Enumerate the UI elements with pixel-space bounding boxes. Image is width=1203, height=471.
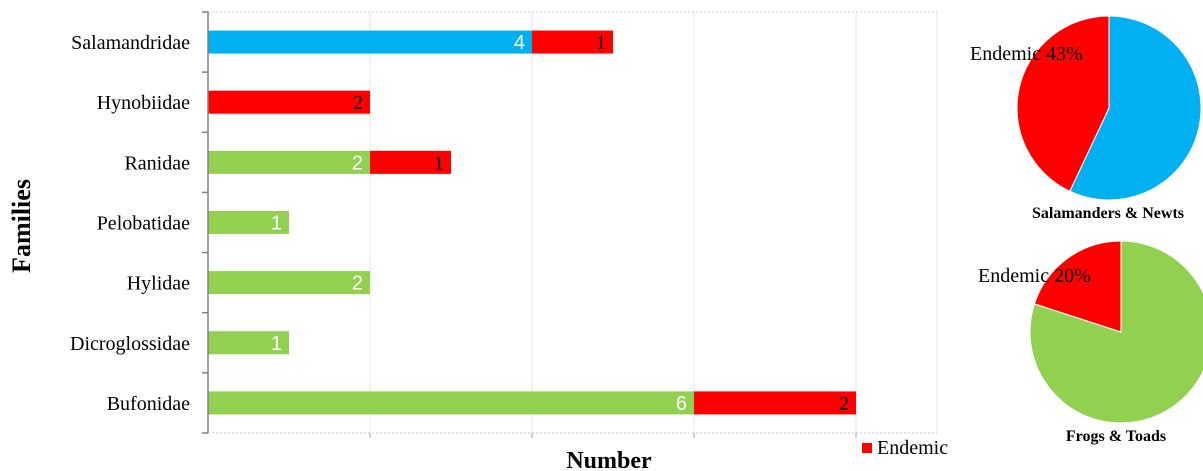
bar-segment-total: [208, 391, 694, 415]
bar-value-label-endemic: 1: [434, 152, 444, 174]
bar-segment-total: [208, 331, 289, 355]
bar-value-label: 1: [271, 333, 282, 355]
bar-value-label: 1: [271, 213, 282, 235]
category-label: Dicroglossidae: [70, 333, 190, 355]
bar-value-label: 2: [352, 273, 363, 295]
bar-segment-total: [208, 211, 289, 234]
bar-value-label: 6: [676, 393, 687, 415]
bar-segment-total: [208, 271, 370, 295]
pie-title-frogs: Frogs & Toads: [1066, 428, 1166, 445]
bar-value-label-endemic: 1: [596, 32, 606, 54]
category-label: Hylidae: [127, 273, 190, 295]
pie-slice-label: Endemic 20%: [978, 265, 1091, 287]
category-labels: Salamandridae Hynobiidae Ranidae Pelobatida…: [70, 32, 190, 415]
bar-chart-axes: [202, 11, 937, 438]
bar-segment-total: [208, 150, 370, 174]
category-label: Pelobatidae: [97, 213, 190, 235]
x-axis-title: Number: [566, 448, 652, 471]
bar-segment-endemic: [532, 30, 613, 54]
pie-slice: [1029, 240, 1203, 424]
bar-segment-endemic: [208, 90, 370, 114]
category-label: Salamandridae: [71, 32, 190, 54]
bar-segment-endemic: [370, 150, 451, 174]
legend-label-endemic: Endemic: [877, 437, 948, 459]
pie-slice-label: Endemic 43%: [970, 43, 1083, 65]
category-label: Bufonidae: [107, 393, 190, 415]
category-label: Ranidae: [124, 152, 190, 174]
bar-segment-endemic: [694, 391, 856, 415]
bar-value-label-endemic: 2: [839, 393, 849, 415]
vertical-gridlines: [208, 11, 938, 433]
pie-slice: [1069, 15, 1202, 201]
pie-title-salamanders: Salamanders & Newts: [1032, 205, 1184, 222]
y-axis-title: Families: [7, 179, 36, 273]
bar-segment-total: [208, 30, 532, 54]
category-label: Hynobiidae: [97, 92, 190, 114]
bar-chart-bars: 4 1 2 2 1 1 2 1 6 2: [208, 30, 856, 415]
bar-value-label-endemic: 2: [353, 92, 363, 114]
pie-slice: [1016, 15, 1110, 192]
bar-value-label: 4: [514, 32, 525, 54]
pie-slice: [1033, 240, 1122, 333]
pie-chart-salamanders: Endemic 43%: [970, 15, 1202, 201]
legend: Endemic: [862, 437, 948, 459]
legend-swatch-endemic: [862, 443, 872, 453]
pie-chart-frogs: Endemic 20%: [978, 240, 1203, 424]
bar-value-label: 2: [352, 152, 363, 174]
